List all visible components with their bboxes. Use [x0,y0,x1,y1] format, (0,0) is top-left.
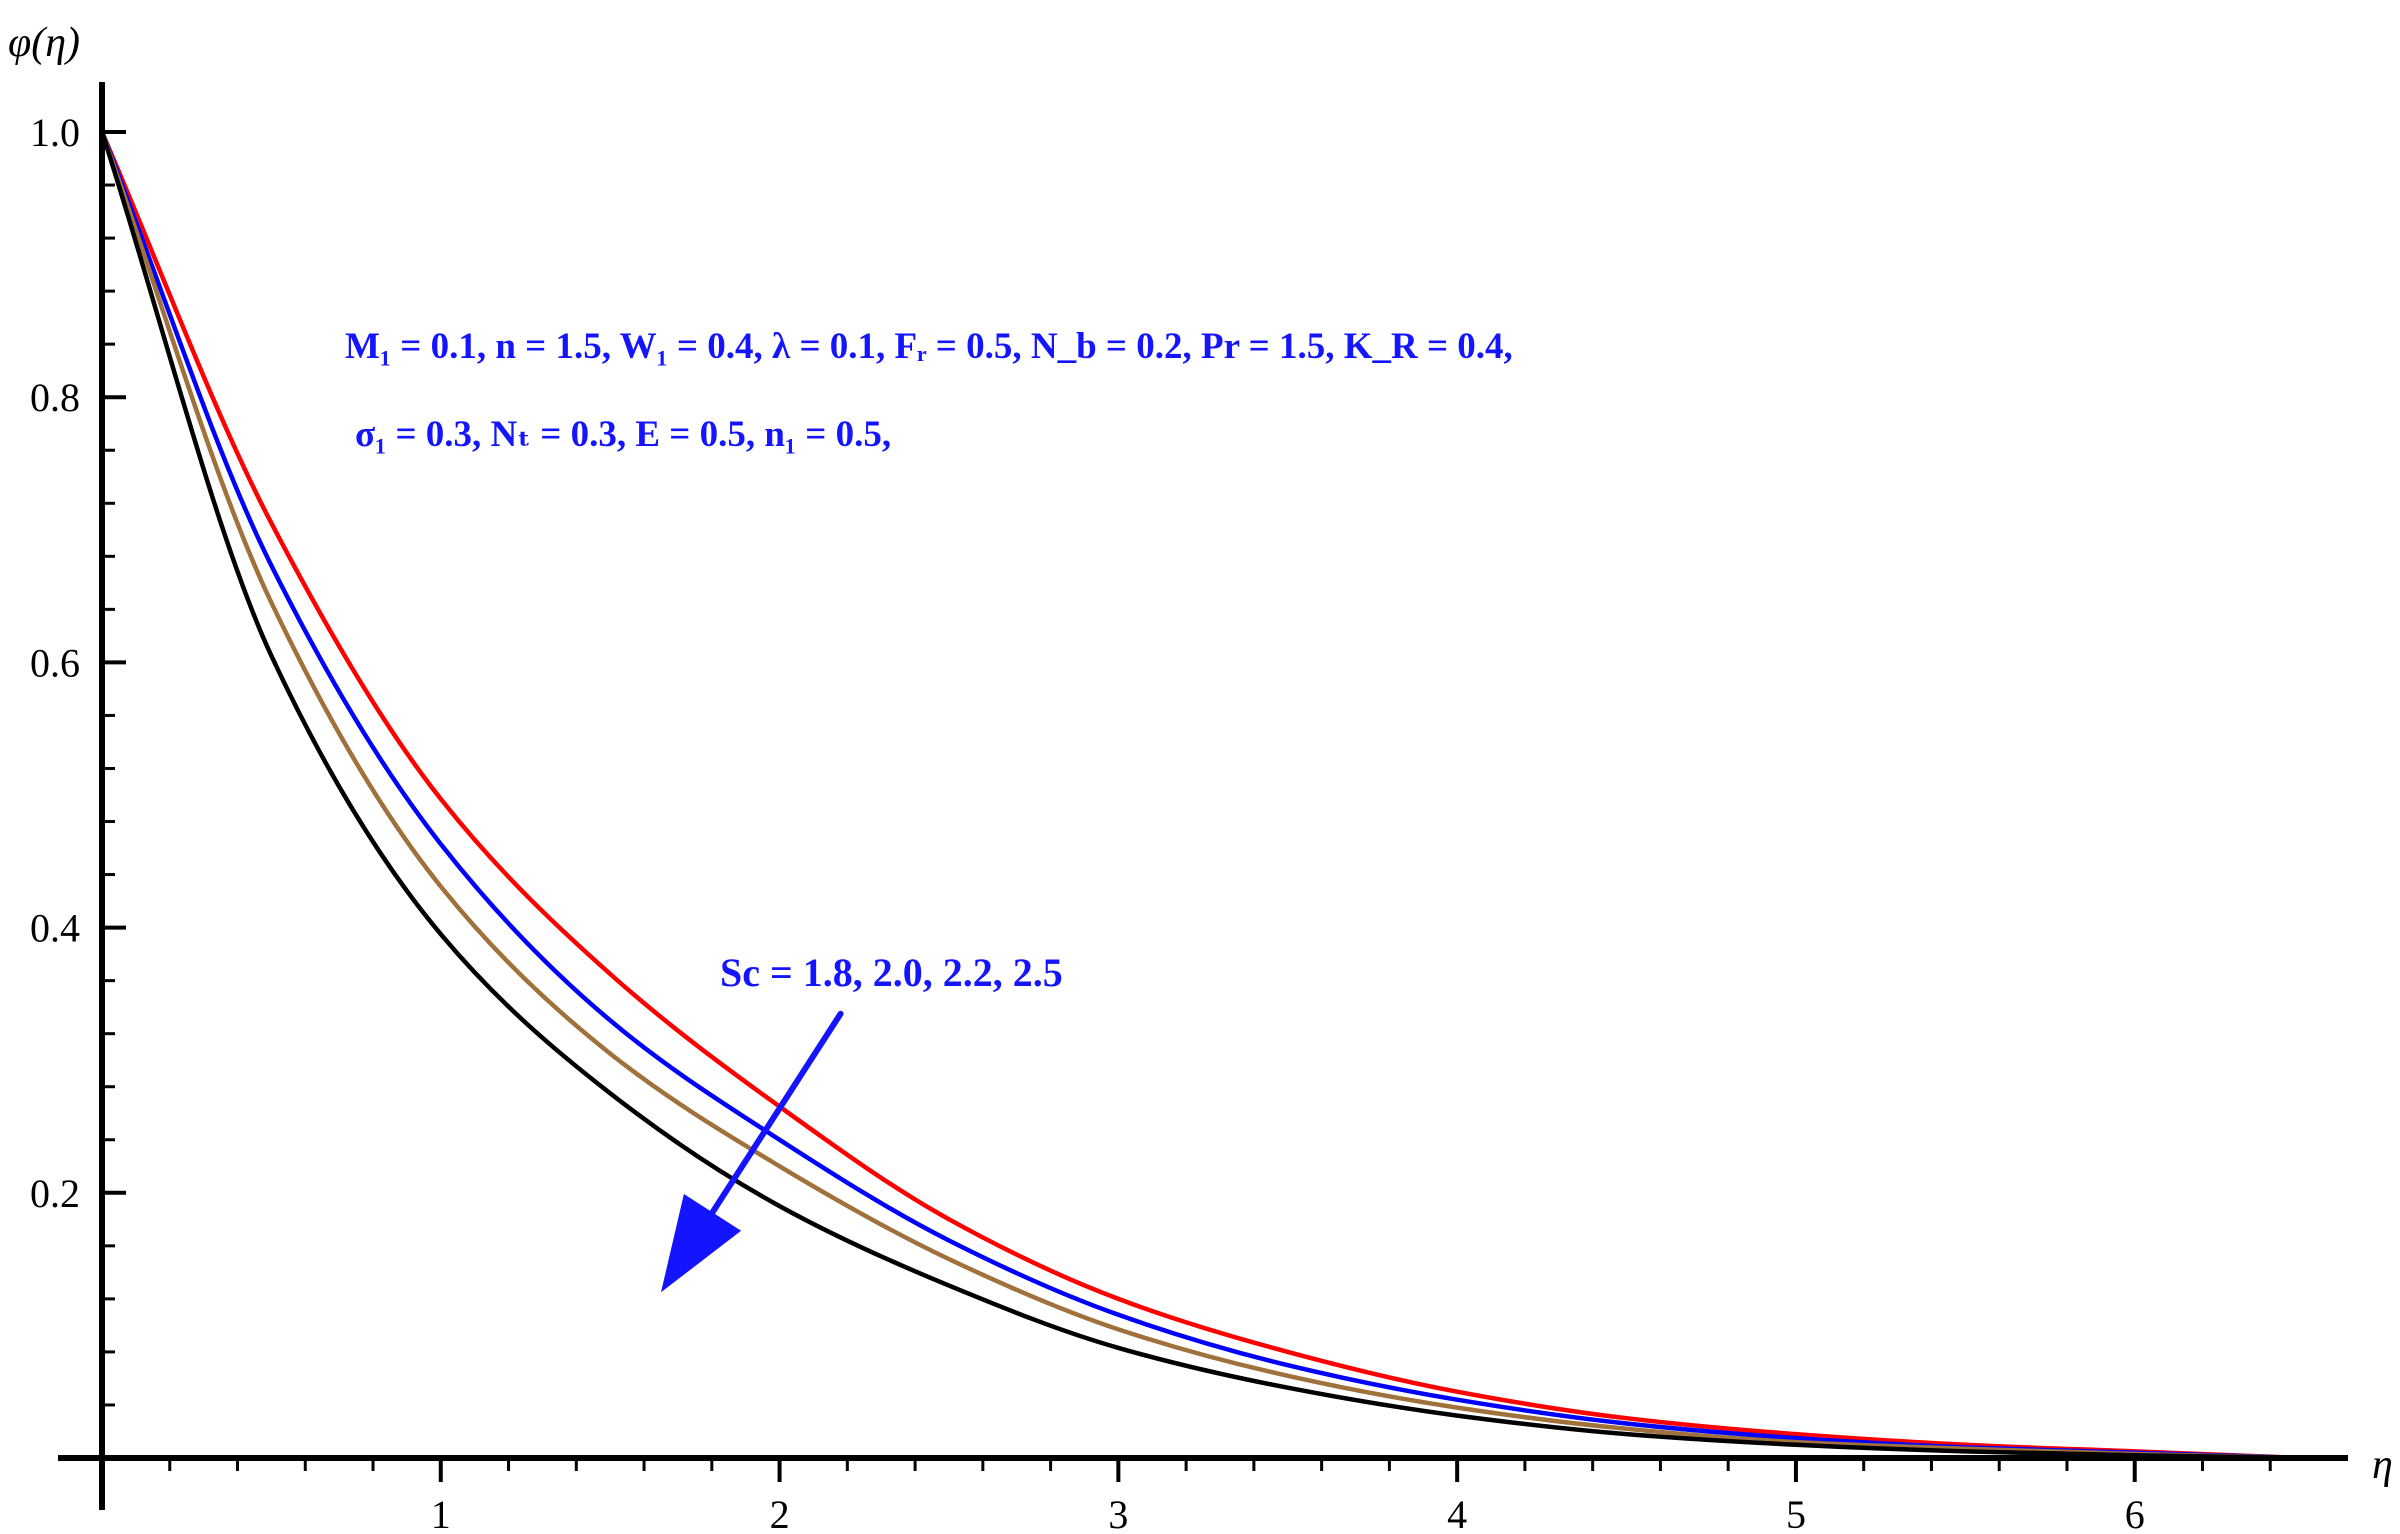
ticks-layer [102,130,2272,1482]
y-tick-label: 1.0 [30,110,80,155]
y-tick-label: 0.6 [30,640,80,685]
curves-layer [99,129,2307,1461]
series-line-4 [99,129,2307,1461]
parameters-line-1: M₁ = 0.1, n = 1.5, W₁ = 0.4, λ = 0.1, Fᵣ… [345,326,1513,367]
x-tick-label: 6 [2125,1492,2145,1534]
x-tick-label: 2 [770,1492,790,1534]
y-axis-title: φ(η) [8,20,80,66]
trend-arrow [661,1010,844,1293]
arrow-shaft [709,1010,844,1216]
y-tick-label: 0.4 [30,906,80,951]
x-axis-title: η [2372,1442,2393,1488]
x-tick-label: 5 [1786,1492,1806,1534]
parameters-line-2: σ₁ = 0.3, Nₜ = 0.3, E = 0.5, n₁ = 0.5, [355,414,891,455]
sc-values-label: Sc = 1.8, 2.0, 2.2, 2.5 [720,950,1063,995]
y-tick-label: 0.2 [30,1171,80,1216]
x-tick-label: 1 [431,1492,451,1534]
x-tick-label: 3 [1108,1492,1128,1534]
tick-labels-layer: 1 2 3 4 5 6 0.2 0.4 0.6 0.8 1.0 [30,110,2145,1534]
series-line-1 [99,129,2307,1461]
series-line-3 [99,129,2307,1461]
arrow-head [661,1194,742,1293]
y-tick-label: 0.8 [30,375,80,420]
x-tick-label: 4 [1447,1492,1467,1534]
